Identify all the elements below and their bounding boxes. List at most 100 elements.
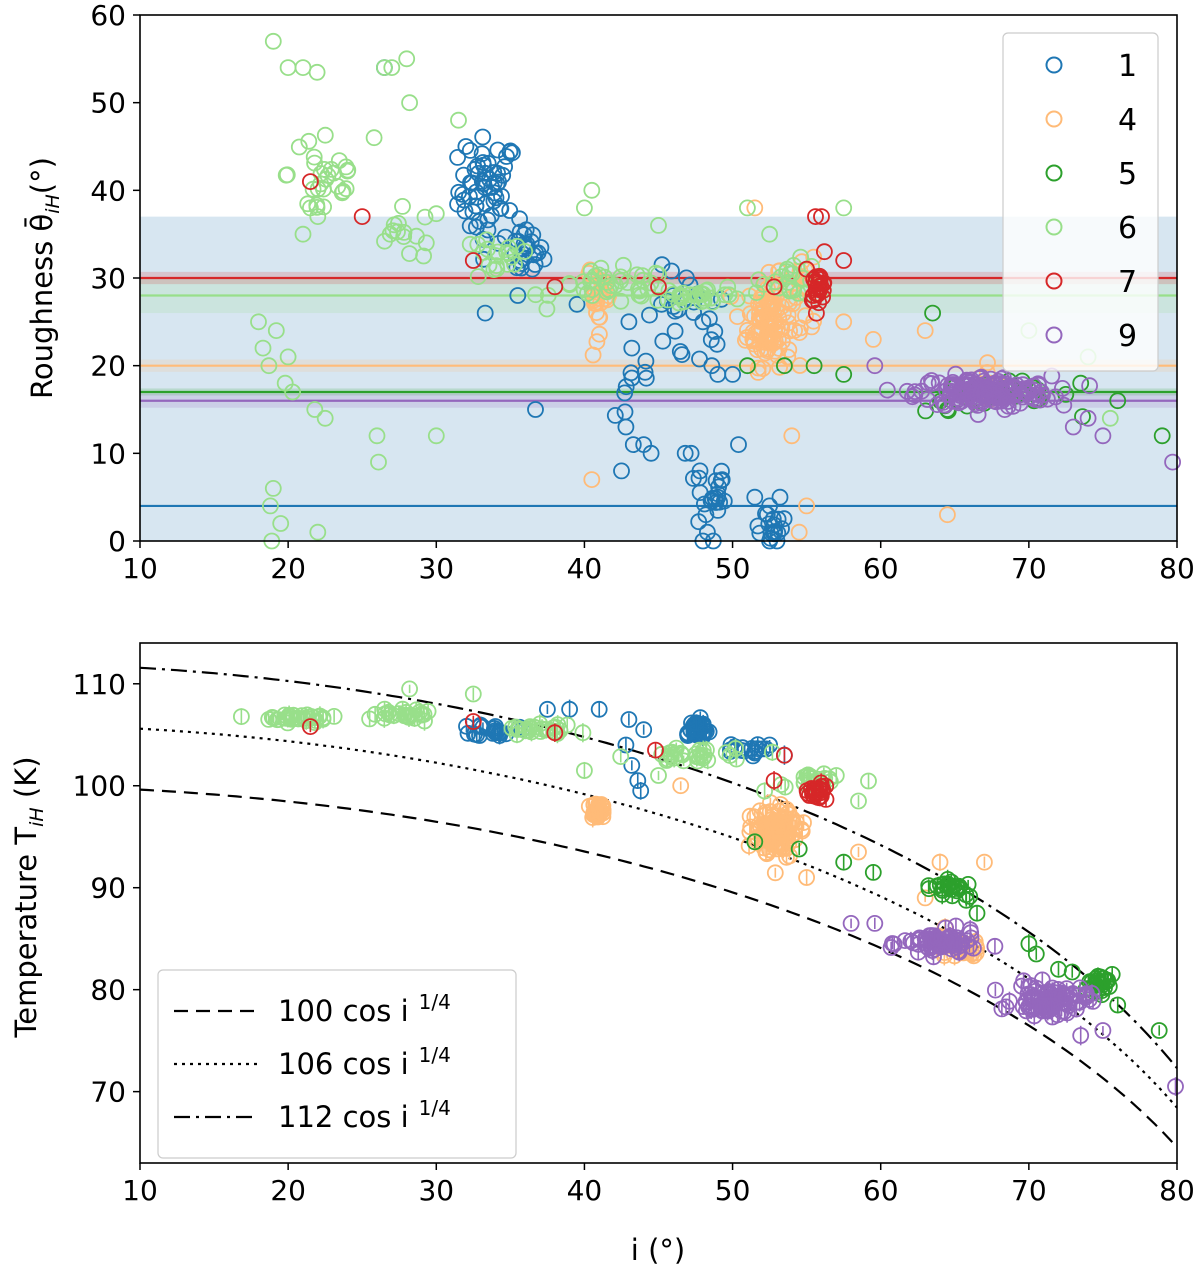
data-point <box>606 406 624 424</box>
data-point <box>1038 997 1056 1015</box>
data-point <box>1072 374 1090 392</box>
data-point <box>1053 1003 1070 1020</box>
series-9-points <box>866 357 1181 471</box>
top-data-points <box>250 32 1181 550</box>
data-point <box>449 148 467 166</box>
data-point <box>805 312 822 330</box>
bottom-model-curves <box>139 666 1178 1148</box>
legend-entry-7: 7 <box>1045 265 1137 300</box>
data-point <box>790 840 808 858</box>
data-point <box>1008 376 1025 394</box>
data-point <box>368 427 386 445</box>
bottom-temperature-panel: 10 20 30 40 50 60 70 80 70 80 90 100 110 Temperature… <box>9 642 1195 1267</box>
data-point <box>634 267 651 285</box>
x-tick-label: 60 <box>863 1174 899 1207</box>
data-point <box>760 515 778 533</box>
legend-marker-6 <box>1045 218 1063 236</box>
data-point <box>913 382 930 400</box>
series-6-points <box>232 680 877 810</box>
data-point <box>583 181 601 199</box>
data-point <box>924 304 941 322</box>
data-point <box>576 199 593 217</box>
data-point <box>1029 375 1047 393</box>
data-point <box>461 235 479 253</box>
data-point <box>647 741 664 759</box>
data-point <box>479 154 497 172</box>
data-point <box>535 250 553 268</box>
data-point <box>464 713 482 730</box>
data-point <box>394 197 411 215</box>
data-point <box>590 798 608 815</box>
legend-entry-1: 1 <box>1045 49 1137 84</box>
data-point <box>395 223 413 241</box>
data-point <box>777 840 795 857</box>
data-point <box>1032 997 1050 1014</box>
data-point <box>1094 1022 1112 1039</box>
data-point <box>850 843 867 861</box>
data-point <box>775 510 793 528</box>
y-tick-label: 60 <box>90 0 126 32</box>
data-point <box>790 523 808 541</box>
data-point <box>583 471 601 489</box>
data-point <box>539 286 557 304</box>
bottom-legend-frame <box>157 969 517 1159</box>
data-point <box>337 180 355 198</box>
data-point <box>939 506 956 524</box>
data-point <box>850 792 867 810</box>
data-point <box>746 833 764 851</box>
data-point <box>264 479 282 497</box>
data-point <box>753 288 771 306</box>
data-point <box>383 59 401 76</box>
data-point <box>1006 379 1023 397</box>
data-point <box>694 313 712 331</box>
bottom-legend: 100 cos i 1/4 106 cos i 1/4 112 cos i 1/4 <box>157 969 517 1159</box>
data-point <box>300 132 318 150</box>
data-point <box>673 346 691 364</box>
model-curve-106 <box>139 727 1178 1109</box>
data-point <box>1109 392 1127 410</box>
data-point <box>765 772 783 789</box>
data-point <box>456 202 474 220</box>
bottom-data-points <box>232 680 1184 1096</box>
legend-label-100: 100 cos i 1/4 <box>278 990 451 1028</box>
data-point <box>415 247 433 265</box>
data-point <box>294 225 312 243</box>
top-y-axis-label: Roughness θ̄iH(°) <box>25 157 64 399</box>
data-point <box>294 59 312 76</box>
data-point <box>250 313 267 331</box>
data-point <box>763 299 780 316</box>
legend-marker-1 <box>1045 56 1063 74</box>
data-point <box>778 263 795 280</box>
data-point <box>766 864 784 882</box>
legend-label-5: 5 <box>1118 157 1137 192</box>
data-point <box>776 746 793 764</box>
data-point <box>316 409 334 427</box>
legend-marker-7 <box>1045 272 1063 290</box>
data-point <box>628 266 646 284</box>
data-point <box>842 915 860 932</box>
data-point <box>401 680 419 698</box>
data-point <box>699 523 716 541</box>
data-point <box>612 272 629 290</box>
data-point <box>515 235 533 253</box>
x-tick-label: 70 <box>1011 552 1047 585</box>
data-point <box>976 390 994 408</box>
data-point <box>813 781 831 799</box>
data-point <box>308 198 326 216</box>
data-point <box>471 727 488 744</box>
data-point <box>334 182 352 200</box>
data-point <box>474 128 492 146</box>
data-point <box>781 265 799 282</box>
data-point <box>588 304 605 322</box>
data-point <box>1013 977 1030 995</box>
data-point <box>756 344 774 362</box>
data-point <box>612 292 630 310</box>
data-point <box>261 497 279 515</box>
data-point <box>299 195 317 213</box>
data-point <box>598 283 616 301</box>
data-point <box>916 322 934 340</box>
data-point <box>506 255 523 273</box>
data-point <box>754 360 772 378</box>
data-point <box>575 273 592 291</box>
data-point <box>713 471 731 489</box>
